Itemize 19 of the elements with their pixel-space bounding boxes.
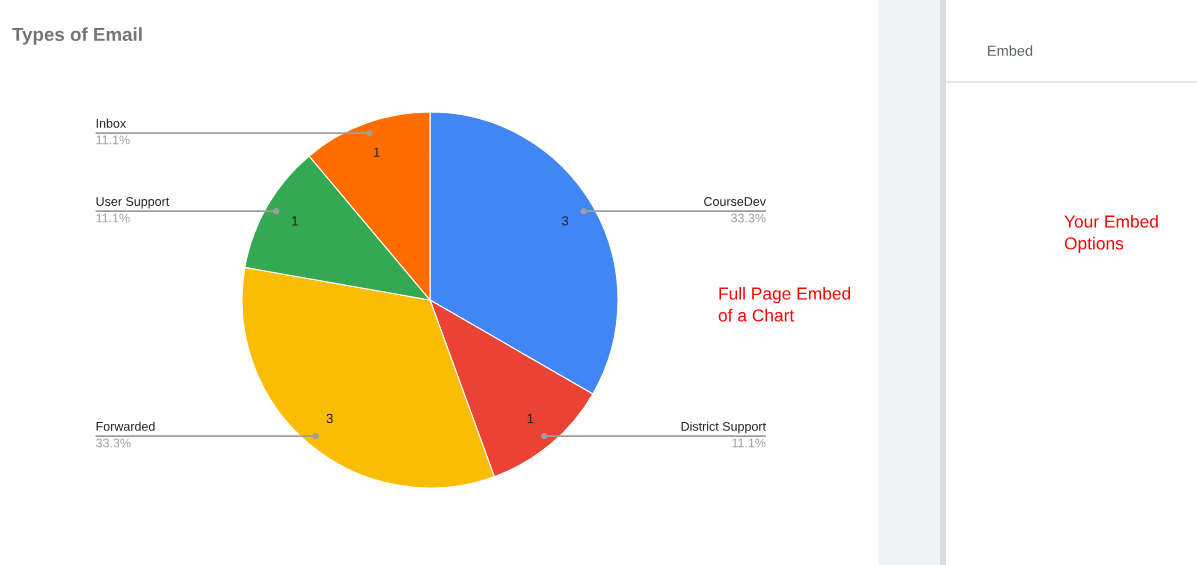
text: Embed: [988, 45, 1033, 56]
text: Your Embed Options: [1064, 214, 1158, 254]
slice-label: User Support: [96, 197, 170, 209]
data-label: 1: [292, 216, 298, 226]
data-label: 3: [561, 216, 569, 226]
data-label: 1: [373, 147, 380, 157]
text: 11.1%: [732, 438, 766, 448]
text: Full Page Embed of a Chart: [718, 286, 851, 322]
chart-title: Types of Email: [12, 27, 142, 45]
slice-label: Forwarded: [96, 421, 155, 431]
data-label: 1: [527, 413, 534, 423]
data-label: 3: [326, 413, 333, 424]
text: 11.1%: [96, 213, 130, 223]
text: 11.1%: [96, 135, 130, 145]
slice-label: CourseDev: [704, 197, 766, 206]
text: 33.3%: [96, 438, 131, 448]
slice-label: District Support: [681, 421, 766, 434]
slice-label: Inbox: [96, 118, 127, 128]
text: 33.3%: [731, 213, 766, 223]
